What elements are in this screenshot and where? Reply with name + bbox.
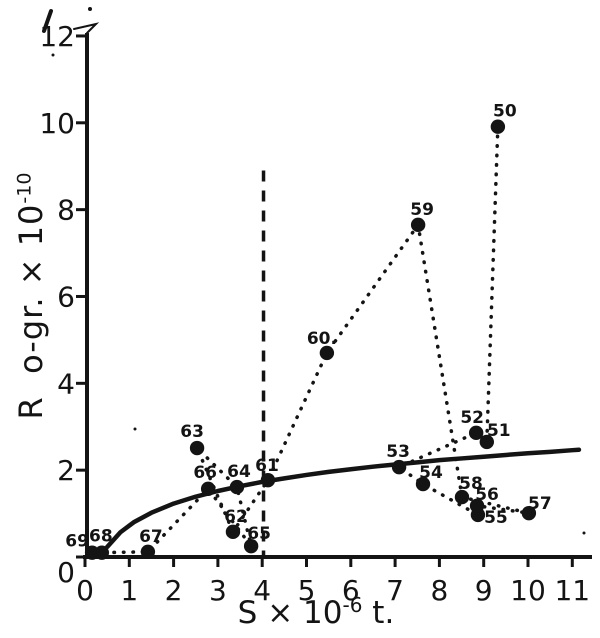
- x-tick-label: 6: [342, 574, 360, 607]
- y-axis-title: R o-gr. × 10-10: [12, 173, 50, 420]
- point-label-56: 56: [475, 485, 499, 505]
- x-tick-label: 4: [253, 574, 271, 607]
- data-point-57: [521, 505, 537, 521]
- scan-speck: [582, 531, 586, 535]
- x-tick-label: 5: [298, 574, 316, 607]
- x-axis-title-text: S × 10: [237, 595, 343, 632]
- point-label-62: 62: [224, 507, 248, 527]
- data-point-56: [469, 498, 485, 513]
- y-axis-title-exponent: -10: [13, 172, 36, 204]
- point-label-65: 65: [247, 524, 271, 544]
- point-label-63: 63: [180, 422, 204, 442]
- data-point-64: [229, 479, 245, 495]
- y-tick-label: 6: [57, 280, 75, 313]
- point-label-67: 67: [139, 527, 163, 547]
- x-tick-label: 0: [76, 574, 94, 607]
- x-tick-label: 11: [554, 574, 590, 607]
- point-label-52: 52: [460, 408, 484, 428]
- point-label-68: 68: [89, 527, 113, 547]
- y-tick-label: 2: [57, 454, 75, 487]
- data-point-61: [260, 472, 276, 488]
- point-label-51: 51: [487, 421, 511, 441]
- data-point-54: [415, 476, 431, 492]
- x-tick-label: 8: [430, 574, 448, 607]
- point-label-61: 61: [255, 456, 279, 476]
- scan-speck: [133, 427, 137, 431]
- data-point-60: [319, 345, 335, 361]
- point-label-64: 64: [227, 462, 251, 482]
- x-tick-label: 2: [165, 574, 183, 607]
- point-label-53: 53: [386, 442, 410, 462]
- data-point-53: [391, 459, 407, 475]
- x-axis-title-exponent: -6: [342, 592, 363, 617]
- y-axis-title-text: R o-gr. × 10: [12, 203, 50, 420]
- x-tick-label: 7: [386, 574, 404, 607]
- x-axis-title-unit: t.: [362, 595, 395, 632]
- data-point-67: [140, 544, 156, 559]
- y-tick-label: 4: [57, 367, 75, 400]
- data-point-51: [479, 434, 495, 450]
- y-tick-label: 10: [39, 107, 75, 140]
- point-label-54: 54: [419, 463, 443, 483]
- point-label-57: 57: [528, 494, 552, 514]
- x-tick-label: 10: [510, 574, 546, 607]
- data-point-52: [468, 425, 484, 441]
- x-tick-label: 9: [475, 574, 493, 607]
- y-tick-label: 0: [57, 556, 75, 589]
- trend-curve: [104, 447, 582, 550]
- scan-speck: [88, 7, 92, 11]
- data-point-69: [84, 545, 100, 560]
- data-point-63: [189, 440, 205, 456]
- point-label-50: 50: [493, 102, 517, 122]
- data-point-65: [243, 538, 259, 554]
- data-point-66: [200, 481, 216, 497]
- point-label-66: 66: [193, 463, 217, 483]
- data-point-59: [410, 217, 426, 233]
- data-point-62: [225, 524, 241, 540]
- point-label-69: 69: [65, 532, 89, 552]
- scan-speck: [51, 53, 55, 57]
- scan-smudge: [42, 9, 53, 33]
- point-label-59: 59: [410, 200, 434, 220]
- data-point-50: [490, 119, 506, 134]
- scan-smudge: [73, 22, 100, 34]
- point-label-60: 60.: [307, 329, 337, 349]
- x-tick-label: 3: [209, 574, 227, 607]
- point-label-58: 58: [459, 474, 483, 494]
- point-label-55: 55: [484, 508, 508, 528]
- y-tick-label: 8: [57, 194, 75, 227]
- data-point-58: [454, 489, 470, 505]
- x-tick-label: 1: [120, 574, 138, 607]
- x-axis-title: S × 10-6 t.: [238, 593, 395, 631]
